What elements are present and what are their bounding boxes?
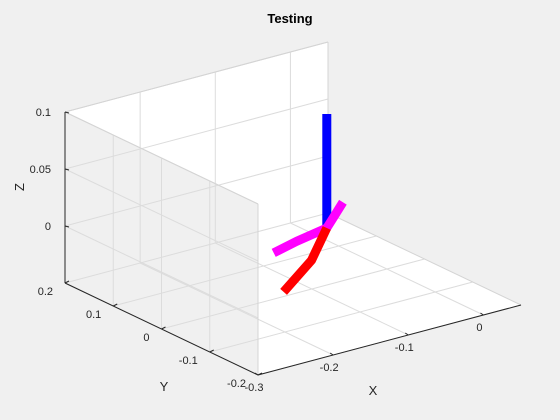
tick-mark xyxy=(209,349,214,353)
axes-3d[interactable]: -0.3-0.2-0.100.20.10-0.1-0.20.10.050 X Y… xyxy=(12,11,522,398)
grid-line xyxy=(64,155,329,227)
plot-area-background xyxy=(65,42,521,375)
box-edge xyxy=(64,111,259,205)
grid-line xyxy=(161,258,425,330)
x-tick-label: -0.1 xyxy=(395,342,414,354)
y-tick-label: 0 xyxy=(143,332,149,344)
series-line-3 xyxy=(280,226,331,295)
tick-mark xyxy=(254,372,259,376)
x-axis-line xyxy=(257,304,522,376)
z-tick-label: 0.1 xyxy=(36,107,51,119)
x-tick-label: 0 xyxy=(476,322,482,334)
y-tick-label: 0.1 xyxy=(86,309,101,321)
grid-line xyxy=(64,225,259,319)
tick-mark xyxy=(64,168,70,171)
grid-line xyxy=(64,212,329,284)
data-series xyxy=(271,114,347,295)
tick-mark xyxy=(405,332,409,336)
y-tick-label: -0.1 xyxy=(179,355,198,367)
x-tick-label: -0.3 xyxy=(245,382,264,394)
tick-mark xyxy=(480,312,484,316)
tick-mark xyxy=(161,326,166,330)
tick-mark xyxy=(64,225,70,228)
grid-line xyxy=(113,235,377,307)
y-axis-label: Y xyxy=(160,379,169,394)
box-edge xyxy=(327,212,522,306)
tick-mark xyxy=(64,111,70,114)
x-tick-label: -0.2 xyxy=(320,362,339,374)
x-axis-label: X xyxy=(369,383,378,398)
z-axis-label: Z xyxy=(12,183,27,191)
tick-mark xyxy=(257,372,263,376)
y-tick-label: -0.2 xyxy=(227,378,246,390)
tick-labels: -0.3-0.2-0.100.20.10-0.1-0.20.10.050 xyxy=(30,107,483,394)
chart-title: Testing xyxy=(267,11,312,26)
tick-mark xyxy=(113,303,118,307)
z-tick-label: 0.05 xyxy=(30,164,51,176)
tick-mark xyxy=(329,352,334,356)
y-tick-label: 0.2 xyxy=(38,286,53,298)
box-edge xyxy=(64,41,329,113)
z-tick-label: 0 xyxy=(45,221,51,233)
tick-mark xyxy=(64,280,70,284)
tick-marks xyxy=(64,111,484,376)
grid-line xyxy=(64,98,329,170)
grid-line xyxy=(64,168,259,262)
grid-line xyxy=(209,281,473,353)
